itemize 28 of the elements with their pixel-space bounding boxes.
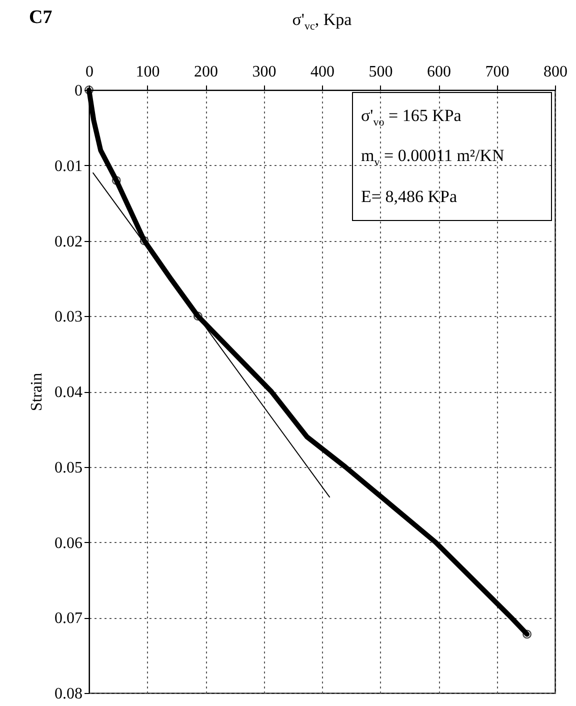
y-tick-label: 0.07 [54, 610, 82, 628]
x-tick-label: 600 [427, 64, 451, 80]
y-tick-label: 0.05 [54, 459, 82, 476]
y-tick-label: 0 [74, 82, 82, 100]
x-tick-label: 200 [194, 64, 218, 80]
y-tick-label: 0.06 [54, 534, 82, 552]
point [522, 630, 532, 639]
x-tick-label: 0 [86, 64, 94, 80]
annotation: E= 8,486 KPa [361, 186, 458, 208]
x-tick-label: 800 [544, 64, 568, 80]
point [193, 312, 202, 321]
point [140, 236, 149, 246]
x-tick-label: 500 [368, 64, 393, 80]
y-axis-title: Strain [28, 372, 46, 412]
x-tick-label: 700 [485, 64, 510, 80]
x-tick-label: 400 [310, 64, 334, 80]
y-tick-label: 0.01 [54, 158, 82, 175]
y-tick-label: 0.02 [54, 233, 82, 250]
point [112, 176, 121, 185]
x-axis-title: σ'$_{vc}$, Kpa [291, 10, 353, 32]
x-tick-label: 100 [136, 64, 160, 80]
y-tick-label: 0.08 [54, 686, 82, 702]
chart-title: C7 [29, 7, 53, 28]
annotation: m$_{v}$ = 0.00011 m²/KN [361, 145, 506, 171]
y-tick-label: 0.03 [54, 308, 82, 326]
x-tick-label: 300 [252, 64, 276, 80]
annotation: σ'$_{vo}$ = 165 KPa [361, 105, 462, 130]
y-tick-label: 0.04 [54, 384, 82, 401]
